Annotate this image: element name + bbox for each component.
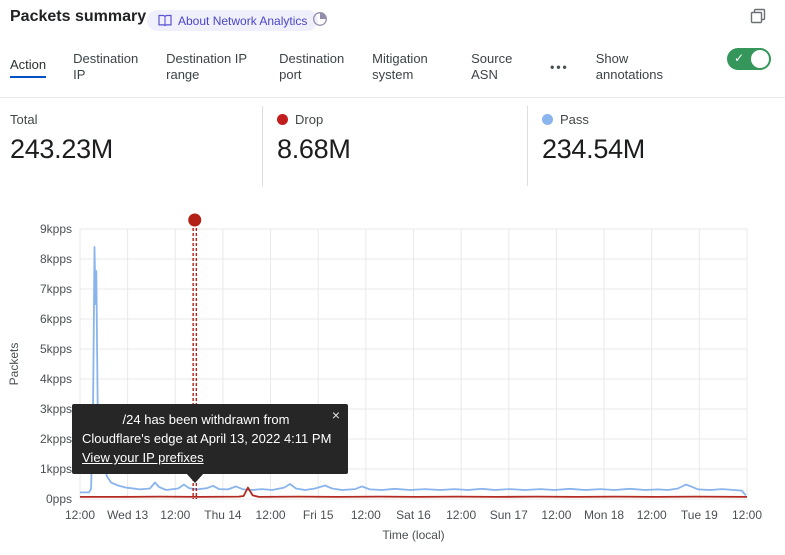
drop-legend-dot xyxy=(277,114,288,125)
view-ip-prefixes-link[interactable]: View your IP prefixes xyxy=(82,450,204,465)
svg-text:Tue 19: Tue 19 xyxy=(681,508,718,522)
book-icon xyxy=(158,14,172,27)
dimension-tabs: Action Destination IP Destination IP ran… xyxy=(10,42,676,92)
show-annotations-toggle[interactable]: ✓ xyxy=(727,48,771,70)
header-divider xyxy=(0,97,785,98)
overflow-menu-icon[interactable]: ••• xyxy=(550,60,569,74)
pass-series-line xyxy=(80,246,747,496)
stat-divider xyxy=(262,106,263,186)
y-axis-tick-labels: 9kpps 8kpps 7kpps 6kpps 5kpps 4kpps 3kpps 2kpps… xyxy=(40,222,72,506)
svg-text:Sat 16: Sat 16 xyxy=(396,508,431,522)
check-icon: ✓ xyxy=(734,51,745,65)
page-title: Packets summary xyxy=(10,8,147,25)
tab-destination-ip-range[interactable]: Destination IP range xyxy=(166,51,247,82)
tab-action[interactable]: Action xyxy=(10,57,47,78)
expand-icon[interactable] xyxy=(749,7,767,25)
packets-time-series-chart[interactable]: 9kpps 8kpps 7kpps 6kpps 5kpps 4kpps 3kpps 2kpps… xyxy=(0,200,785,555)
svg-text:3kpps: 3kpps xyxy=(40,402,72,416)
svg-text:12:00: 12:00 xyxy=(351,508,381,522)
drop-series-line xyxy=(80,486,748,498)
stat-pass: Pass 234.54M xyxy=(542,112,645,165)
svg-text:Mon 18: Mon 18 xyxy=(584,508,624,522)
svg-text:Fri 15: Fri 15 xyxy=(303,508,334,522)
tooltip-text-line2: Cloudflare's edge at April 13, 2022 4:11… xyxy=(82,431,332,446)
svg-text:12:00: 12:00 xyxy=(256,508,286,522)
svg-text:12:00: 12:00 xyxy=(541,508,571,522)
stat-drop-label: Drop xyxy=(295,112,324,127)
stat-pass-label: Pass xyxy=(560,112,589,127)
tab-source-asn[interactable]: Source ASN xyxy=(471,51,513,82)
tab-destination-port[interactable]: Destination port xyxy=(279,51,345,82)
svg-text:1kpps: 1kpps xyxy=(40,462,72,476)
tab-destination-ip[interactable]: Destination IP xyxy=(73,51,139,82)
svg-text:12:00: 12:00 xyxy=(65,508,95,522)
tooltip-text-line1: /24 has been withdrawn from xyxy=(122,412,290,427)
pass-legend-dot xyxy=(542,114,553,125)
pie-chart-icon[interactable] xyxy=(312,11,328,27)
close-icon[interactable]: × xyxy=(331,407,340,423)
svg-text:Sun 17: Sun 17 xyxy=(490,508,528,522)
annotation-dot-icon xyxy=(188,213,202,227)
tab-mitigation-system[interactable]: Mitigation system xyxy=(372,51,428,82)
tooltip-caret xyxy=(186,473,204,483)
x-axis-tick-labels: 12:00 Wed 13 12:00 Thu 14 12:00 Fri 15 12:00 Sa… xyxy=(65,508,762,522)
svg-text:Thu 14: Thu 14 xyxy=(204,508,242,522)
svg-text:12:00: 12:00 xyxy=(732,508,762,522)
svg-text:8kpps: 8kpps xyxy=(40,252,72,266)
stat-total-value: 243.23M xyxy=(10,134,113,164)
svg-text:12:00: 12:00 xyxy=(446,508,476,522)
svg-text:4kpps: 4kpps xyxy=(40,372,72,386)
toggle-knob xyxy=(751,50,769,68)
stat-drop-value: 8.68M xyxy=(277,134,351,164)
annotation-tooltip: × /24 has been withdrawn from Cloudflare… xyxy=(72,404,348,483)
y-axis-title: Packets xyxy=(7,343,21,386)
svg-text:9kpps: 9kpps xyxy=(40,222,72,236)
stat-drop: Drop 8.68M xyxy=(277,112,351,165)
svg-text:2kpps: 2kpps xyxy=(40,432,72,446)
svg-text:5kpps: 5kpps xyxy=(40,342,72,356)
stat-pass-value: 234.54M xyxy=(542,134,645,164)
about-network-analytics-badge[interactable]: About Network Analytics xyxy=(147,10,319,31)
stat-total: Total 243.23M xyxy=(10,112,113,165)
svg-text:0pps: 0pps xyxy=(46,492,72,506)
badge-label: About Network Analytics xyxy=(178,13,308,28)
x-axis-title: Time (local) xyxy=(382,528,444,542)
svg-text:Wed 13: Wed 13 xyxy=(107,508,148,522)
show-annotations-label: Show annotations xyxy=(595,51,663,82)
svg-text:12:00: 12:00 xyxy=(160,508,190,522)
svg-text:6kpps: 6kpps xyxy=(40,312,72,326)
stat-divider xyxy=(527,106,528,186)
stat-total-label: Total xyxy=(10,112,38,127)
svg-text:7kpps: 7kpps xyxy=(40,282,72,296)
svg-text:12:00: 12:00 xyxy=(637,508,667,522)
